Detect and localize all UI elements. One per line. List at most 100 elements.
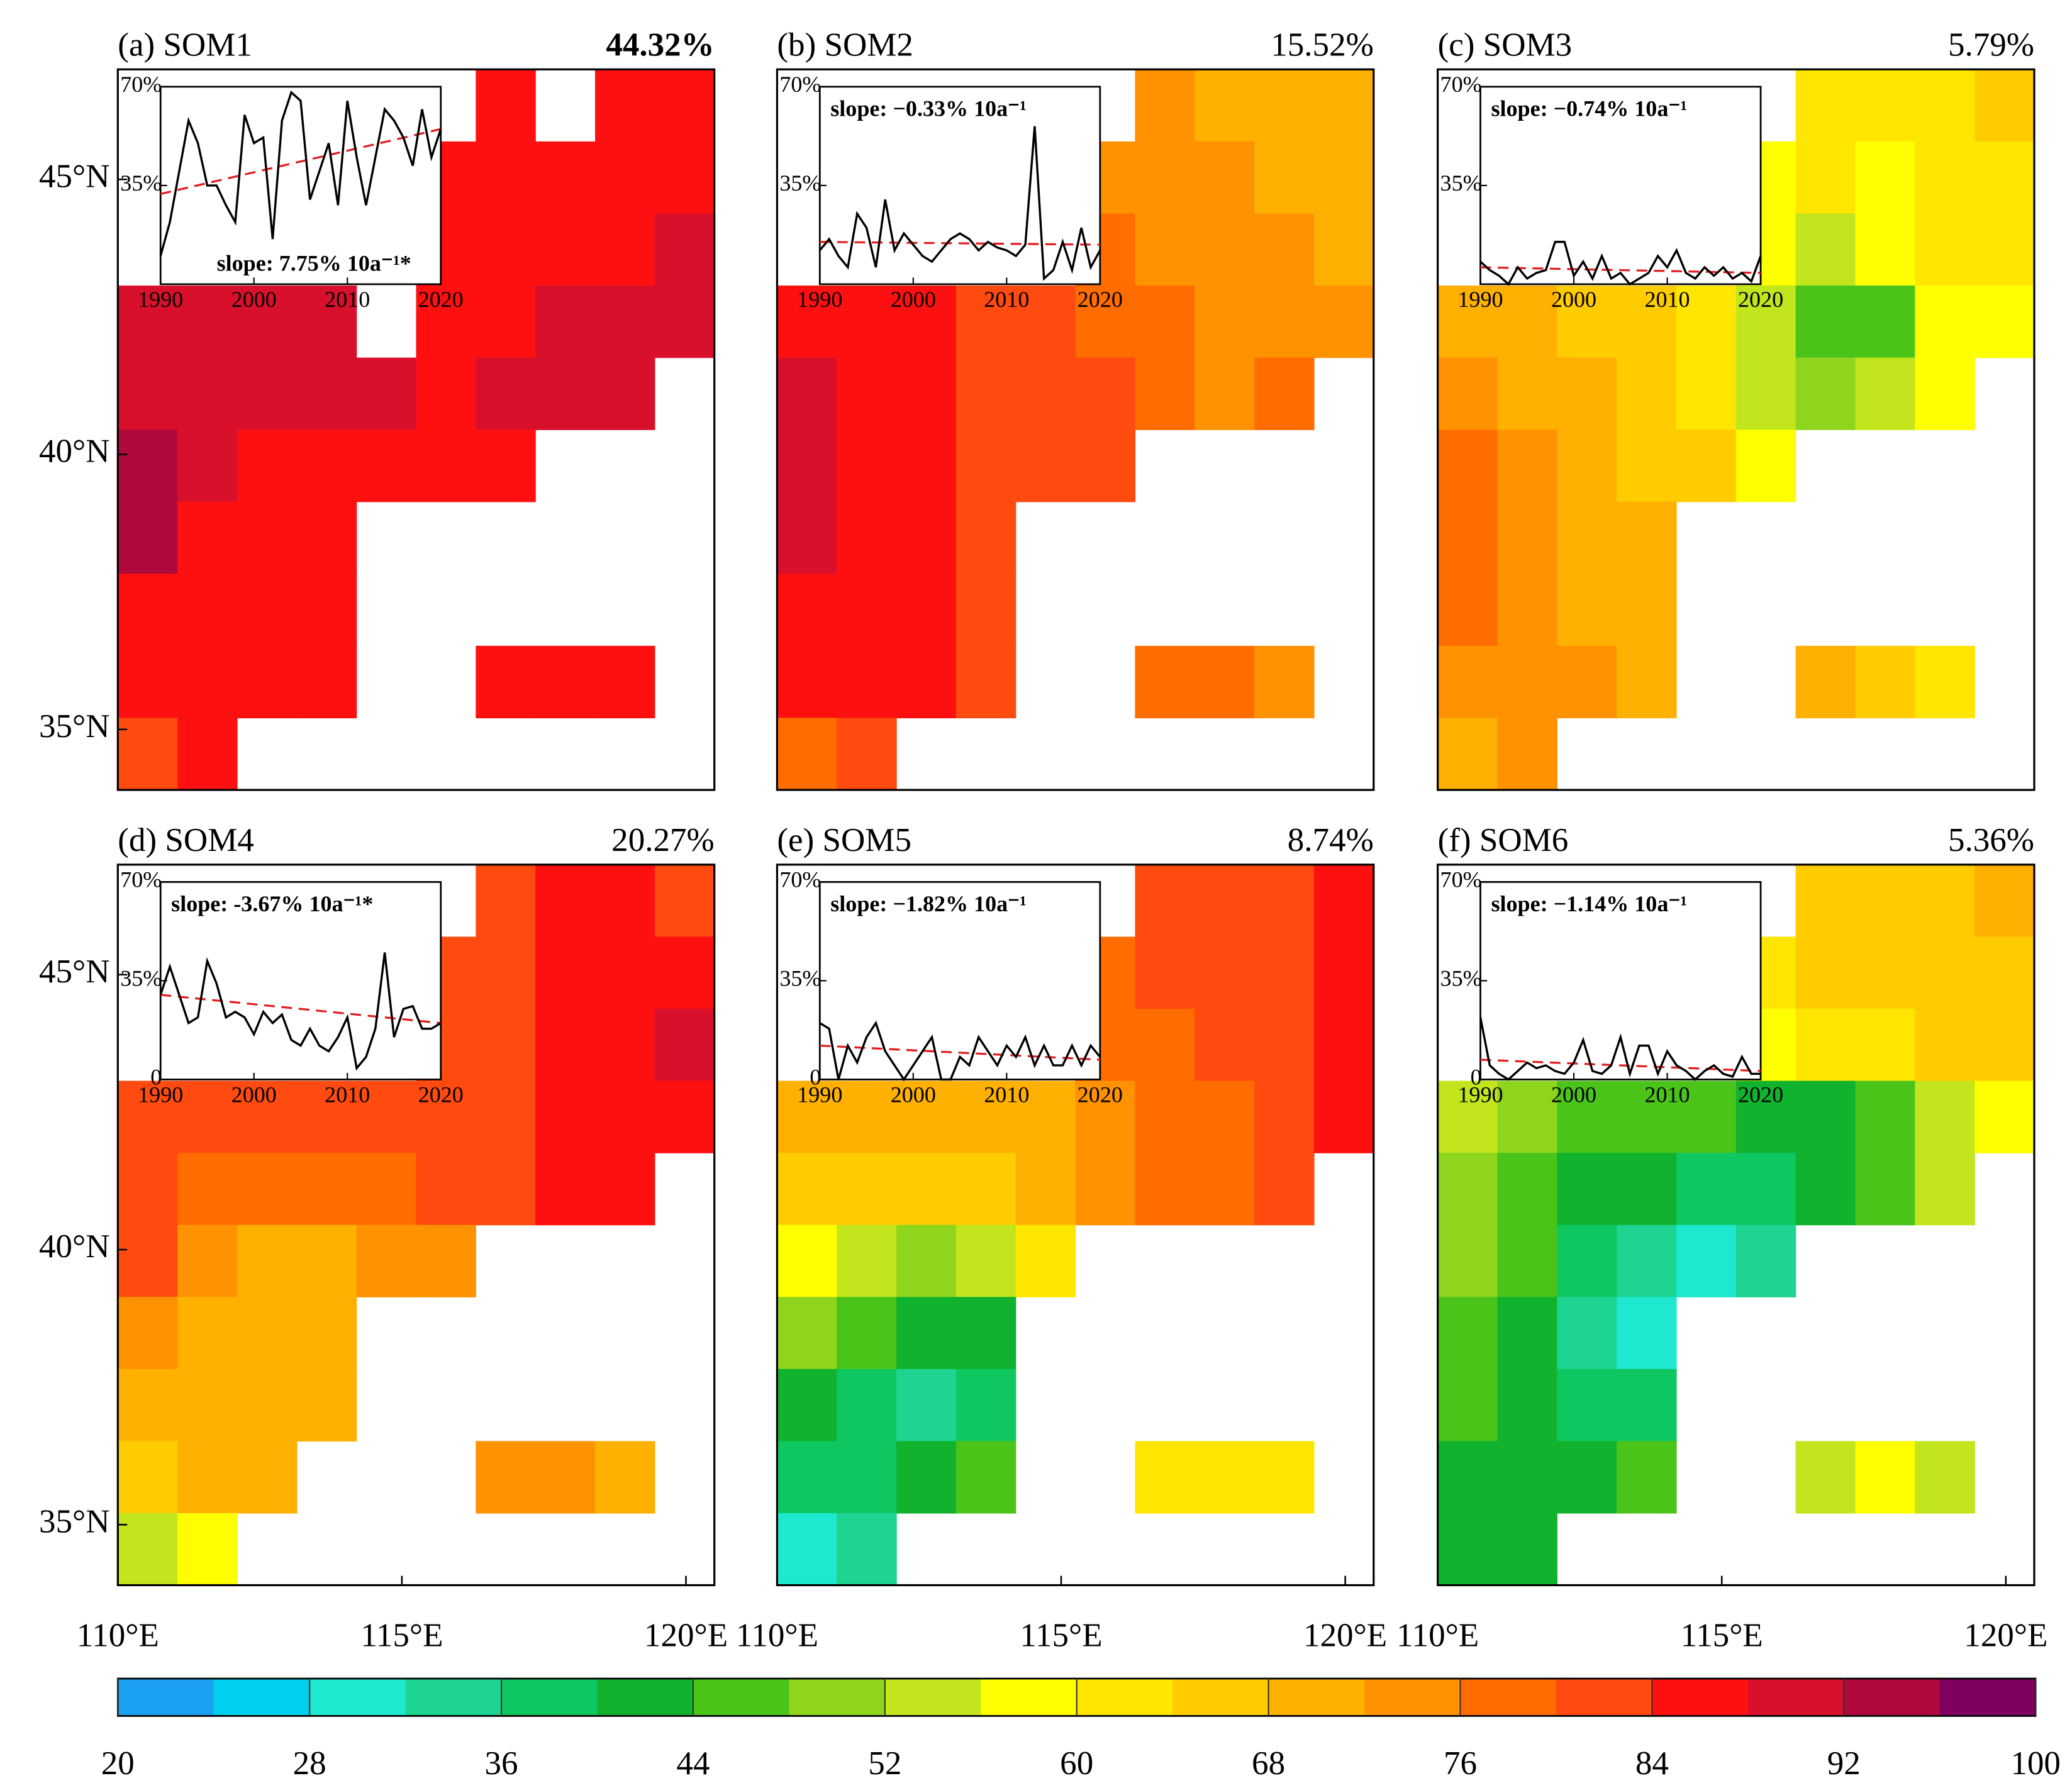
grid-cell — [1075, 1153, 1136, 1226]
grid-cell — [1617, 574, 1677, 647]
grid-cell — [1915, 645, 1975, 719]
inset-x-tick-label: 2000 — [891, 1082, 936, 1107]
grid-cell — [1135, 1153, 1195, 1226]
frequency-line — [1479, 1017, 1761, 1081]
grid-cell — [955, 357, 1017, 430]
x-tick-label: 110°E — [736, 1618, 818, 1654]
grid-cell — [1195, 936, 1255, 1009]
grid-cell — [177, 1297, 238, 1370]
colorbar-swatch — [884, 1679, 981, 1716]
colorbar-tick-label: 100 — [2010, 1745, 2061, 1782]
grid-cell — [1617, 1153, 1677, 1226]
grid-cell — [777, 645, 837, 719]
grid-cell — [356, 1153, 417, 1226]
grid-cell — [777, 1441, 837, 1514]
colorbar-tick-label: 60 — [1060, 1745, 1093, 1782]
panel-title: (e) SOM5 — [777, 822, 911, 858]
grid-cell — [237, 357, 298, 430]
inset-background — [1479, 86, 1762, 286]
colorbar-swatch — [1747, 1679, 1844, 1716]
grid-cell — [1135, 141, 1195, 214]
x-tick-label: 110°E — [77, 1618, 159, 1654]
grid-cell — [595, 286, 655, 358]
grid-cell — [1135, 69, 1195, 142]
grid-cell — [1437, 718, 1498, 791]
grid-cell — [237, 1080, 298, 1153]
grid-cell — [1437, 1153, 1498, 1226]
inset-y-tick-label: 35% — [779, 966, 821, 991]
inset-x-tick-label: 2010 — [325, 1082, 370, 1107]
grid-cell — [416, 430, 476, 503]
grid-cell — [1915, 1441, 1975, 1514]
grid-cell — [1735, 430, 1796, 503]
grid-cell — [1975, 936, 2035, 1009]
grid-cell — [356, 430, 417, 503]
inset-y-tick-label: 70% — [1440, 867, 1482, 892]
inset-background — [1479, 881, 1762, 1080]
grid-cell — [1195, 645, 1255, 719]
grid-cell — [1795, 1080, 1856, 1153]
grid-cell — [896, 1224, 957, 1297]
grid-cell — [1135, 1008, 1195, 1082]
grid-cell — [896, 1080, 957, 1153]
inset-x-tick-label: 2020 — [1738, 287, 1783, 312]
grid-cell — [1313, 864, 1374, 938]
grid-cell — [237, 501, 298, 574]
grid-cell — [1254, 357, 1315, 430]
colorbar-swatch — [1844, 1679, 1941, 1716]
grid-cell — [177, 718, 238, 791]
grid-cell — [595, 213, 655, 286]
grid-cell — [1557, 1080, 1617, 1153]
grid-cell — [296, 1369, 357, 1442]
inset-x-tick-label: 2010 — [984, 287, 1029, 312]
grid-cell — [1437, 1513, 1498, 1586]
grid-cell — [1617, 1080, 1677, 1153]
panel-frequency: 20.27% — [611, 822, 715, 858]
grid-cell — [1015, 430, 1076, 503]
grid-cell — [1437, 1369, 1498, 1442]
colorbar-swatch — [1172, 1679, 1269, 1716]
grid-cell — [777, 1153, 837, 1226]
trend-line — [820, 241, 1100, 246]
grid-cell — [1497, 430, 1557, 503]
grid-cell — [1915, 1153, 1975, 1226]
grid-cell — [837, 574, 897, 647]
colorbar-swatch — [405, 1679, 502, 1716]
grid-cell — [476, 69, 536, 142]
grid-cell — [1915, 864, 1975, 938]
grid-cell — [535, 864, 596, 938]
grid-cell — [1617, 501, 1677, 574]
grid-cell — [237, 286, 298, 358]
inset-y-tick-label: 70% — [779, 72, 821, 97]
y-tick-label: 40°N — [39, 433, 110, 470]
grid-cell — [177, 574, 238, 647]
grid-cell — [1015, 357, 1076, 430]
grid-cell — [1437, 286, 1498, 358]
grid-cell — [118, 1224, 178, 1297]
grid-cell — [177, 1080, 238, 1153]
panel-frequency: 15.52% — [1271, 27, 1374, 64]
grid-cell — [955, 286, 1017, 358]
grid-cell — [296, 645, 357, 719]
map-frame — [116, 863, 716, 1587]
slope-annotation: slope: 7.75% 10a⁻¹* — [217, 250, 411, 275]
inset-background — [818, 86, 1101, 286]
grid-cell — [476, 213, 536, 286]
grid-cell — [535, 645, 596, 719]
grid-cell — [837, 1080, 897, 1153]
grid-cell — [837, 1297, 897, 1370]
colorbar-tick-label: 36 — [485, 1745, 518, 1782]
colorbar-swatch — [1652, 1679, 1749, 1716]
grid-cell — [1075, 357, 1136, 430]
grid-cell — [1015, 286, 1076, 358]
grid-cell — [1195, 1441, 1255, 1514]
grid-cell — [1195, 1080, 1255, 1153]
colorbar-tick-label: 76 — [1444, 1745, 1477, 1782]
y-tick-label: 35°N — [39, 1503, 110, 1540]
inset-y-tick-label: 70% — [1440, 72, 1482, 97]
grid-cell — [955, 430, 1017, 503]
grid-cell — [1497, 1369, 1557, 1442]
grid-cell — [1195, 141, 1255, 214]
grid-cell — [955, 501, 1017, 574]
